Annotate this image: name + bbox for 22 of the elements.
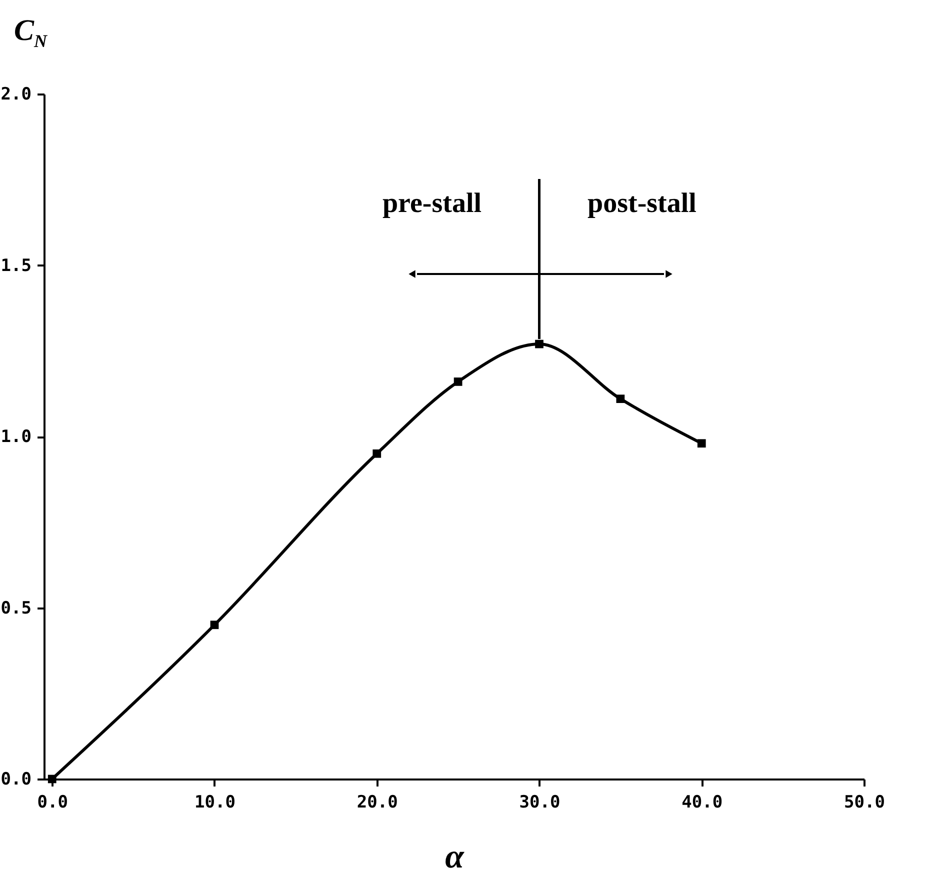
x-tick-label: 50.0 bbox=[844, 792, 885, 812]
y-tick-label: 0.0 bbox=[0, 770, 32, 790]
x-tick-label: 30.0 bbox=[519, 792, 560, 812]
y-axis-title: C$_{N}$ bbox=[14, 14, 48, 52]
x-axis-title: α bbox=[445, 838, 466, 876]
point bbox=[372, 449, 382, 458]
x-tick-label: 0.0 bbox=[37, 792, 68, 812]
annotation: post-stall bbox=[588, 188, 697, 219]
x-tick-label: 20.0 bbox=[356, 792, 398, 812]
point bbox=[454, 378, 462, 386]
y-tick-label: 0.5 bbox=[0, 598, 32, 618]
y-tick-label: 1.0 bbox=[0, 427, 32, 447]
y-tick-label: 2.0 bbox=[0, 84, 32, 104]
x-tick-label: 40.0 bbox=[682, 792, 723, 812]
point bbox=[616, 394, 625, 404]
point bbox=[210, 620, 219, 630]
point bbox=[697, 439, 706, 448]
point bbox=[535, 340, 544, 348]
annotation: pre-stall bbox=[382, 188, 482, 219]
y-tick-label: 1.5 bbox=[0, 256, 32, 276]
point bbox=[48, 774, 56, 784]
x-tick-label: 10.0 bbox=[194, 792, 236, 812]
